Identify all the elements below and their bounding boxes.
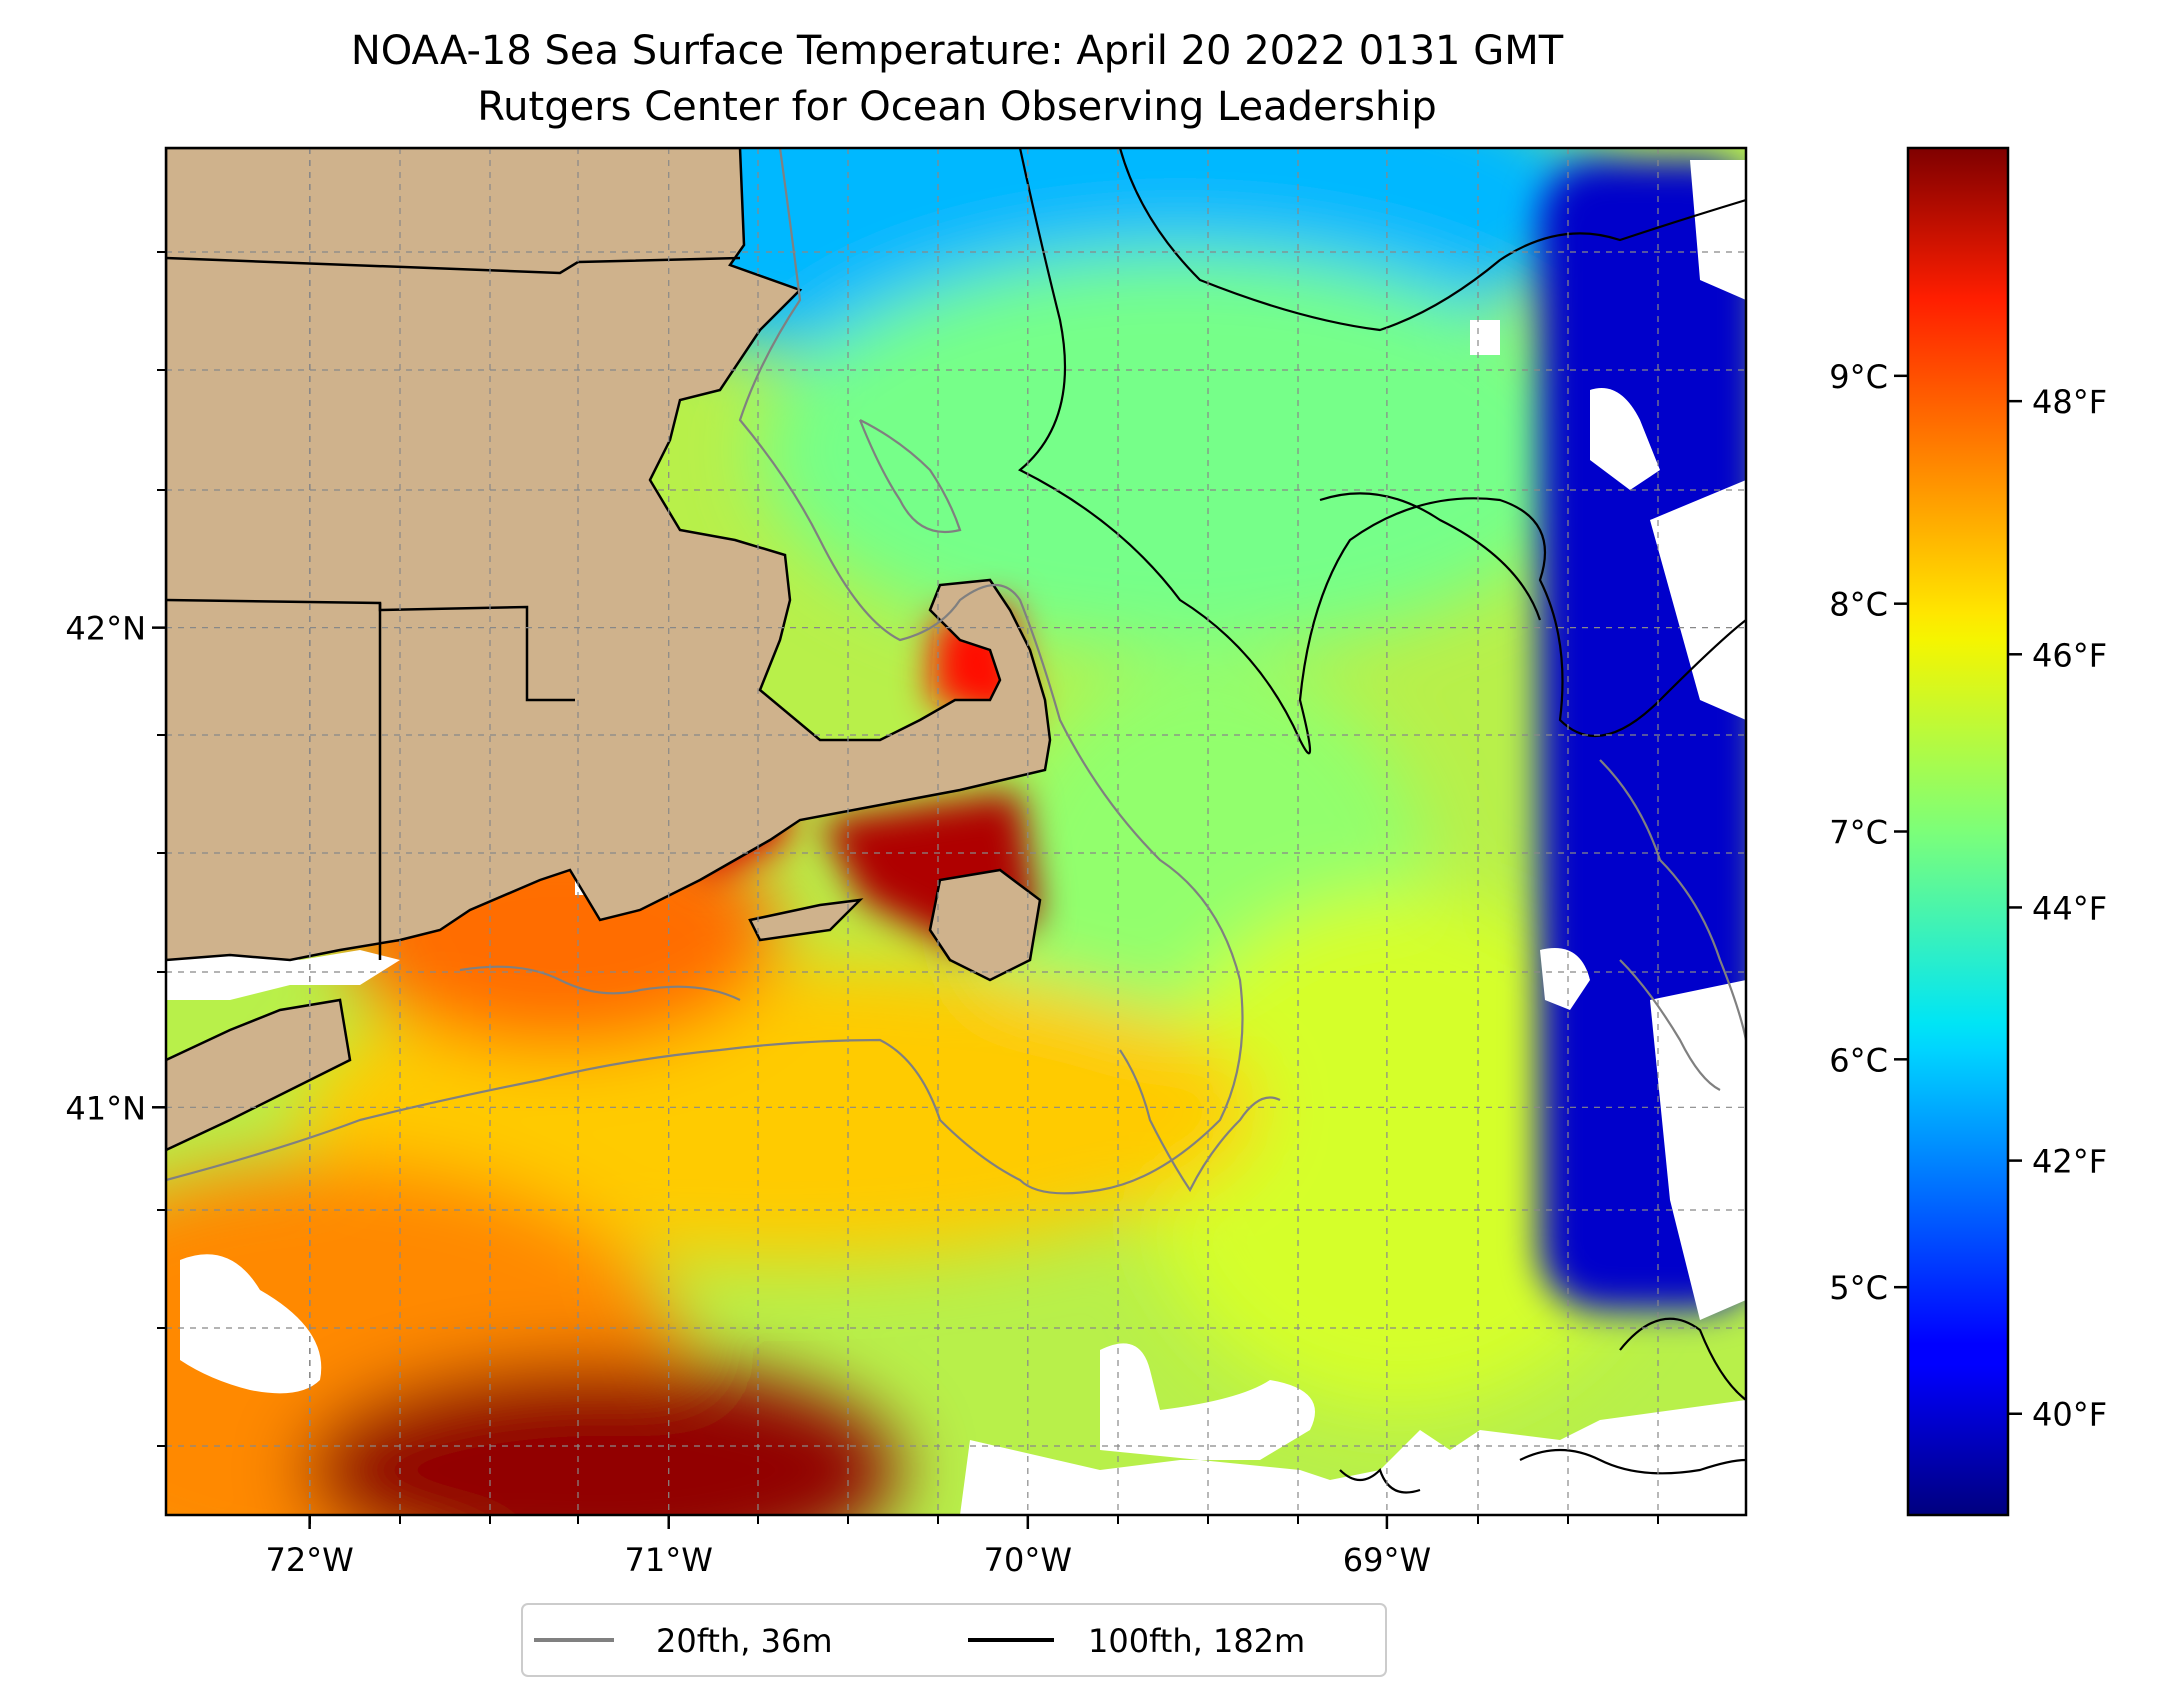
lon-tick-label: 72°W bbox=[265, 1541, 353, 1579]
colorbar-c-tick-label: 9°C bbox=[1829, 358, 1888, 396]
land bbox=[166, 148, 1052, 1152]
colorbar-f-tick-label: 44°F bbox=[2032, 889, 2107, 927]
land-marthas-vineyard bbox=[748, 898, 864, 942]
lon-tick-label: 71°W bbox=[625, 1541, 713, 1579]
map-subtitle: Rutgers Center for Ocean Observing Leade… bbox=[477, 84, 1437, 130]
legend-label-100fth: 100fth, 182m bbox=[1088, 1622, 1305, 1660]
latitude-ticks: 42°N 41°N bbox=[65, 610, 166, 1127]
lat-tick-label: 42°N bbox=[65, 610, 146, 648]
colorbar-f-tick-label: 46°F bbox=[2032, 636, 2107, 674]
sst-region-gulf-of-maine-center bbox=[760, 250, 1600, 650]
colorbar-c-tick-label: 5°C bbox=[1829, 1269, 1888, 1307]
sst-field bbox=[166, 148, 1660, 1515]
state-borders bbox=[166, 256, 741, 960]
lat-tick-label: 41°N bbox=[65, 1089, 146, 1127]
land-new-england bbox=[166, 148, 1052, 962]
colorbar-c-tick-label: 8°C bbox=[1829, 586, 1888, 624]
colorbar-fahrenheit-ticks: 40°F 42°F 44°F 46°F 48°F bbox=[2008, 383, 2107, 1434]
lon-tick-label: 70°W bbox=[984, 1541, 1072, 1579]
colorbar-c-tick-label: 6°C bbox=[1829, 1041, 1888, 1079]
land-long-island bbox=[166, 998, 352, 1152]
colorbar bbox=[1906, 146, 2010, 1517]
longitude-ticks: 72°W 71°W 70°W 69°W bbox=[265, 1515, 1431, 1579]
colorbar-f-tick-label: 42°F bbox=[2032, 1143, 2107, 1181]
legend: 20fth, 36m 100fth, 182m bbox=[521, 1603, 1387, 1677]
legend-label-20fth: 20fth, 36m bbox=[656, 1622, 832, 1660]
colorbar-celsius-ticks: 5°C 6°C 7°C 8°C 9°C bbox=[1829, 358, 1908, 1307]
map-title: NOAA-18 Sea Surface Temperature: April 2… bbox=[351, 28, 1564, 74]
colorbar-f-tick-label: 40°F bbox=[2032, 1396, 2107, 1434]
contour-20fth bbox=[166, 148, 1746, 1195]
lon-tick-label: 69°W bbox=[1343, 1541, 1431, 1579]
sst-region-south-warm-core bbox=[300, 1360, 900, 1515]
map-frame bbox=[164, 146, 1748, 1517]
legend-box bbox=[521, 1603, 1387, 1677]
map-area bbox=[166, 148, 1746, 1515]
land-south-cape bbox=[928, 868, 1042, 982]
colorbar-c-tick-label: 7°C bbox=[1829, 814, 1888, 852]
no-data-patches bbox=[166, 160, 1746, 1515]
colorbar-f-tick-label: 48°F bbox=[2032, 383, 2107, 421]
sst-region-georges-bank-west bbox=[1140, 890, 1660, 1410]
contour-100fth bbox=[1018, 148, 1746, 1494]
